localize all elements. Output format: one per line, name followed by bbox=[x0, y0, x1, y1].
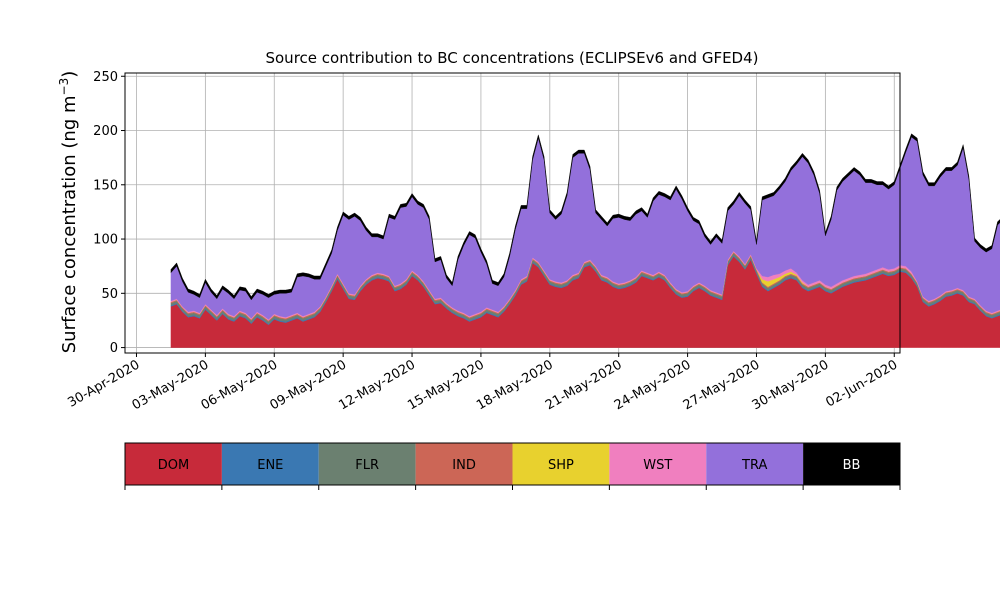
x-tick-label: 09-May-2020 bbox=[267, 357, 349, 413]
legend-label-wst: WST bbox=[643, 458, 672, 473]
legend-swatch-tra bbox=[706, 443, 804, 485]
area-bb bbox=[170, 133, 1000, 301]
y-tick-label: 200 bbox=[93, 124, 118, 139]
legend-swatch-wst bbox=[609, 443, 707, 485]
y-tick-label: 0 bbox=[110, 341, 118, 356]
legend-label-shp: SHP bbox=[548, 458, 574, 473]
legend-swatch-flr bbox=[318, 443, 416, 485]
x-tick-label: 24-May-2020 bbox=[612, 357, 694, 413]
legend-label-dom: DOM bbox=[158, 458, 189, 473]
y-tick-label: 250 bbox=[93, 70, 118, 85]
legend-label-ene: ENE bbox=[257, 458, 283, 473]
legend-label-tra: TRA bbox=[741, 458, 767, 473]
x-tick-label: 21-May-2020 bbox=[543, 357, 625, 413]
x-tick-label: 30-May-2020 bbox=[750, 357, 832, 413]
legend-label-ind: IND bbox=[452, 458, 476, 473]
x-tick-label: 06-May-2020 bbox=[199, 357, 281, 413]
y-tick-label: 50 bbox=[101, 287, 118, 302]
x-tick-label: 15-May-2020 bbox=[405, 357, 487, 413]
x-tick-label: 02-Jun-2020 bbox=[823, 357, 900, 410]
legend-swatch-ind bbox=[415, 443, 513, 485]
y-axis-label: Surface concentration (ng m−3) bbox=[57, 71, 80, 354]
legend-label-flr: FLR bbox=[355, 458, 379, 473]
legend-swatch-shp bbox=[512, 443, 610, 485]
legend-swatch-ene bbox=[221, 443, 319, 485]
x-tick-label: 12-May-2020 bbox=[336, 357, 418, 413]
y-tick-label: 150 bbox=[93, 178, 118, 193]
x-tick-label: 27-May-2020 bbox=[681, 357, 763, 413]
chart-title: Source contribution to BC concentrations… bbox=[265, 49, 758, 67]
legend: DOM ENE FLR IND SHP WST TRA BB bbox=[124, 442, 901, 490]
legend-swatch-dom bbox=[125, 443, 222, 485]
plot-area: 05010015020025030-Apr-202003-May-202006-… bbox=[65, 70, 1000, 413]
x-tick-label: 03-May-2020 bbox=[130, 357, 212, 413]
legend-swatch-bb bbox=[803, 443, 900, 485]
axes-frame bbox=[124, 72, 901, 354]
legend-label-bb: BB bbox=[843, 458, 861, 473]
y-tick-label: 100 bbox=[93, 233, 118, 248]
x-tick-label: 18-May-2020 bbox=[474, 357, 556, 413]
